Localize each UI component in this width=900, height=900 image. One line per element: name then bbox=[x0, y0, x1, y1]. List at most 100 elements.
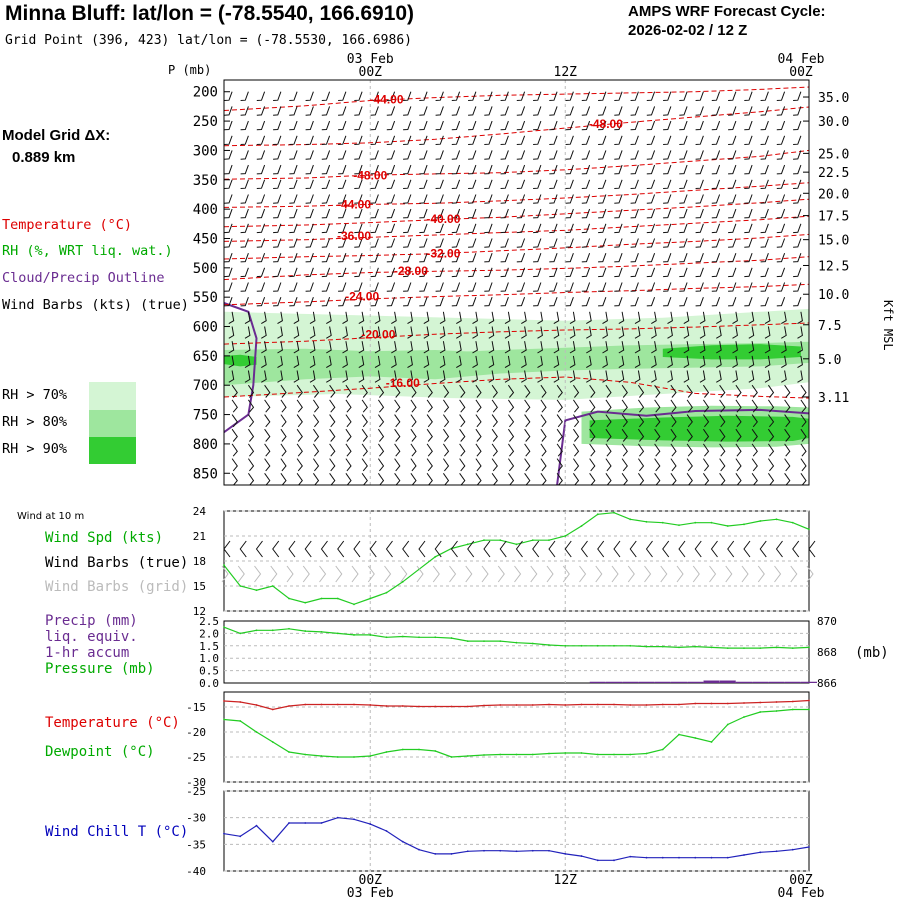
wind-barb bbox=[602, 370, 608, 383]
wind-barb bbox=[277, 326, 283, 339]
surface-wind-barb-true bbox=[288, 540, 296, 558]
wind-barb bbox=[634, 326, 641, 339]
wind-barb bbox=[533, 208, 542, 219]
surface-wind-barb-true bbox=[775, 540, 783, 558]
wind-barb bbox=[751, 458, 758, 472]
wind-barb bbox=[800, 414, 807, 428]
wind-barb bbox=[370, 238, 379, 248]
wind-barb bbox=[533, 223, 542, 234]
wind-barb bbox=[683, 370, 690, 383]
wind-barb bbox=[630, 164, 639, 175]
wind-barb bbox=[240, 91, 249, 101]
wind-barb bbox=[240, 267, 249, 278]
wind-barb bbox=[256, 179, 266, 189]
wind-chill-line-point bbox=[678, 856, 680, 859]
wind-barb bbox=[565, 282, 574, 292]
wind-barb bbox=[289, 238, 298, 248]
wind-chill-line-point bbox=[336, 816, 339, 819]
surface-wind-barb-grid bbox=[546, 565, 554, 583]
wind-chill-line-point bbox=[645, 856, 648, 859]
wind-barb bbox=[228, 355, 235, 369]
wind-chill-line-point bbox=[661, 856, 664, 859]
surface-wind-barb-true bbox=[418, 540, 426, 558]
pressure-line-point bbox=[710, 646, 713, 649]
surface-wind-barb-true bbox=[337, 540, 345, 558]
wind-barb bbox=[280, 458, 287, 472]
wind-barb bbox=[345, 473, 352, 485]
surface-wind-barb-grid bbox=[384, 565, 392, 583]
wind-barb bbox=[728, 135, 737, 145]
wind-barb bbox=[256, 91, 266, 101]
wind-barb bbox=[735, 384, 742, 398]
wind-barb bbox=[377, 384, 385, 398]
wind-barb bbox=[472, 341, 478, 354]
pressure-tick-label: 250 bbox=[193, 114, 218, 130]
wind-barb bbox=[426, 473, 433, 485]
wind-barb bbox=[695, 91, 704, 101]
surface-wind-barb-true bbox=[580, 540, 588, 558]
wind-speed-label: Wind Spd (kts) bbox=[45, 530, 163, 546]
temperature-line-point bbox=[596, 703, 599, 706]
wind-barb bbox=[565, 297, 574, 307]
wind-barb bbox=[793, 135, 802, 145]
wind-barb bbox=[264, 458, 271, 472]
wind-barb bbox=[728, 238, 737, 248]
pressure-line-point bbox=[401, 635, 404, 638]
wind-barb bbox=[435, 135, 444, 145]
wind-speed-line-point bbox=[499, 539, 502, 542]
rh80-label: RH > 80% bbox=[2, 414, 68, 430]
wind-barb bbox=[751, 473, 758, 485]
wind-barb bbox=[338, 164, 347, 175]
wind-barb bbox=[776, 91, 786, 101]
temperature-line-point bbox=[808, 699, 810, 702]
wind-barb bbox=[280, 384, 287, 398]
wind-barb bbox=[679, 135, 688, 145]
wind-barb bbox=[504, 341, 511, 354]
dewpoint-line-point bbox=[580, 752, 583, 754]
wind-chill-line-point bbox=[499, 849, 502, 852]
wind-speed-line-point bbox=[726, 525, 729, 527]
wind-chill-line-point bbox=[304, 822, 307, 824]
wind-barb bbox=[679, 238, 688, 248]
wind-chill-line-point bbox=[759, 851, 762, 854]
wind-barb bbox=[744, 267, 753, 278]
temperature-line-point bbox=[661, 703, 664, 706]
wind-barb bbox=[442, 458, 450, 472]
wind-barb bbox=[695, 238, 704, 248]
wind-barb bbox=[456, 370, 462, 383]
wind-barb bbox=[240, 194, 249, 204]
wind-barb bbox=[329, 458, 336, 472]
precip-bar bbox=[589, 681, 606, 683]
wind-barb bbox=[602, 355, 608, 369]
wind-barb bbox=[507, 384, 515, 398]
wind-barb bbox=[598, 120, 607, 131]
wind-barb bbox=[589, 458, 596, 472]
wind-barb bbox=[679, 267, 688, 278]
pressure-line-point bbox=[353, 634, 355, 636]
wind-barb bbox=[621, 458, 628, 472]
wind-barb bbox=[621, 414, 628, 428]
wind-barb bbox=[586, 311, 592, 325]
wind-barb bbox=[549, 91, 558, 101]
wind-barb bbox=[540, 458, 547, 472]
wind-barb bbox=[247, 399, 255, 413]
wind-barb bbox=[374, 341, 381, 354]
wind-barb bbox=[224, 208, 233, 219]
wind-barb bbox=[533, 297, 542, 307]
precip-panel-label: Precip (mm) bbox=[45, 613, 138, 629]
temperature-line-point bbox=[385, 705, 388, 707]
wind-barb bbox=[630, 135, 639, 145]
wind-barb bbox=[309, 355, 316, 369]
wind-barb bbox=[549, 282, 558, 292]
pressure-line-point bbox=[515, 641, 518, 644]
wind-speed-line-point bbox=[645, 520, 648, 523]
temperature-line-point bbox=[743, 702, 745, 704]
wind-barb bbox=[296, 458, 303, 472]
wind-barb bbox=[342, 355, 348, 369]
wind-barb bbox=[618, 311, 625, 325]
temperature-line-point bbox=[239, 701, 242, 703]
surface-wind-barb-true bbox=[434, 540, 442, 558]
wind-barb bbox=[491, 384, 498, 398]
date-label-top: 04 Feb bbox=[778, 52, 825, 67]
windchill-panel-frame bbox=[223, 790, 810, 872]
